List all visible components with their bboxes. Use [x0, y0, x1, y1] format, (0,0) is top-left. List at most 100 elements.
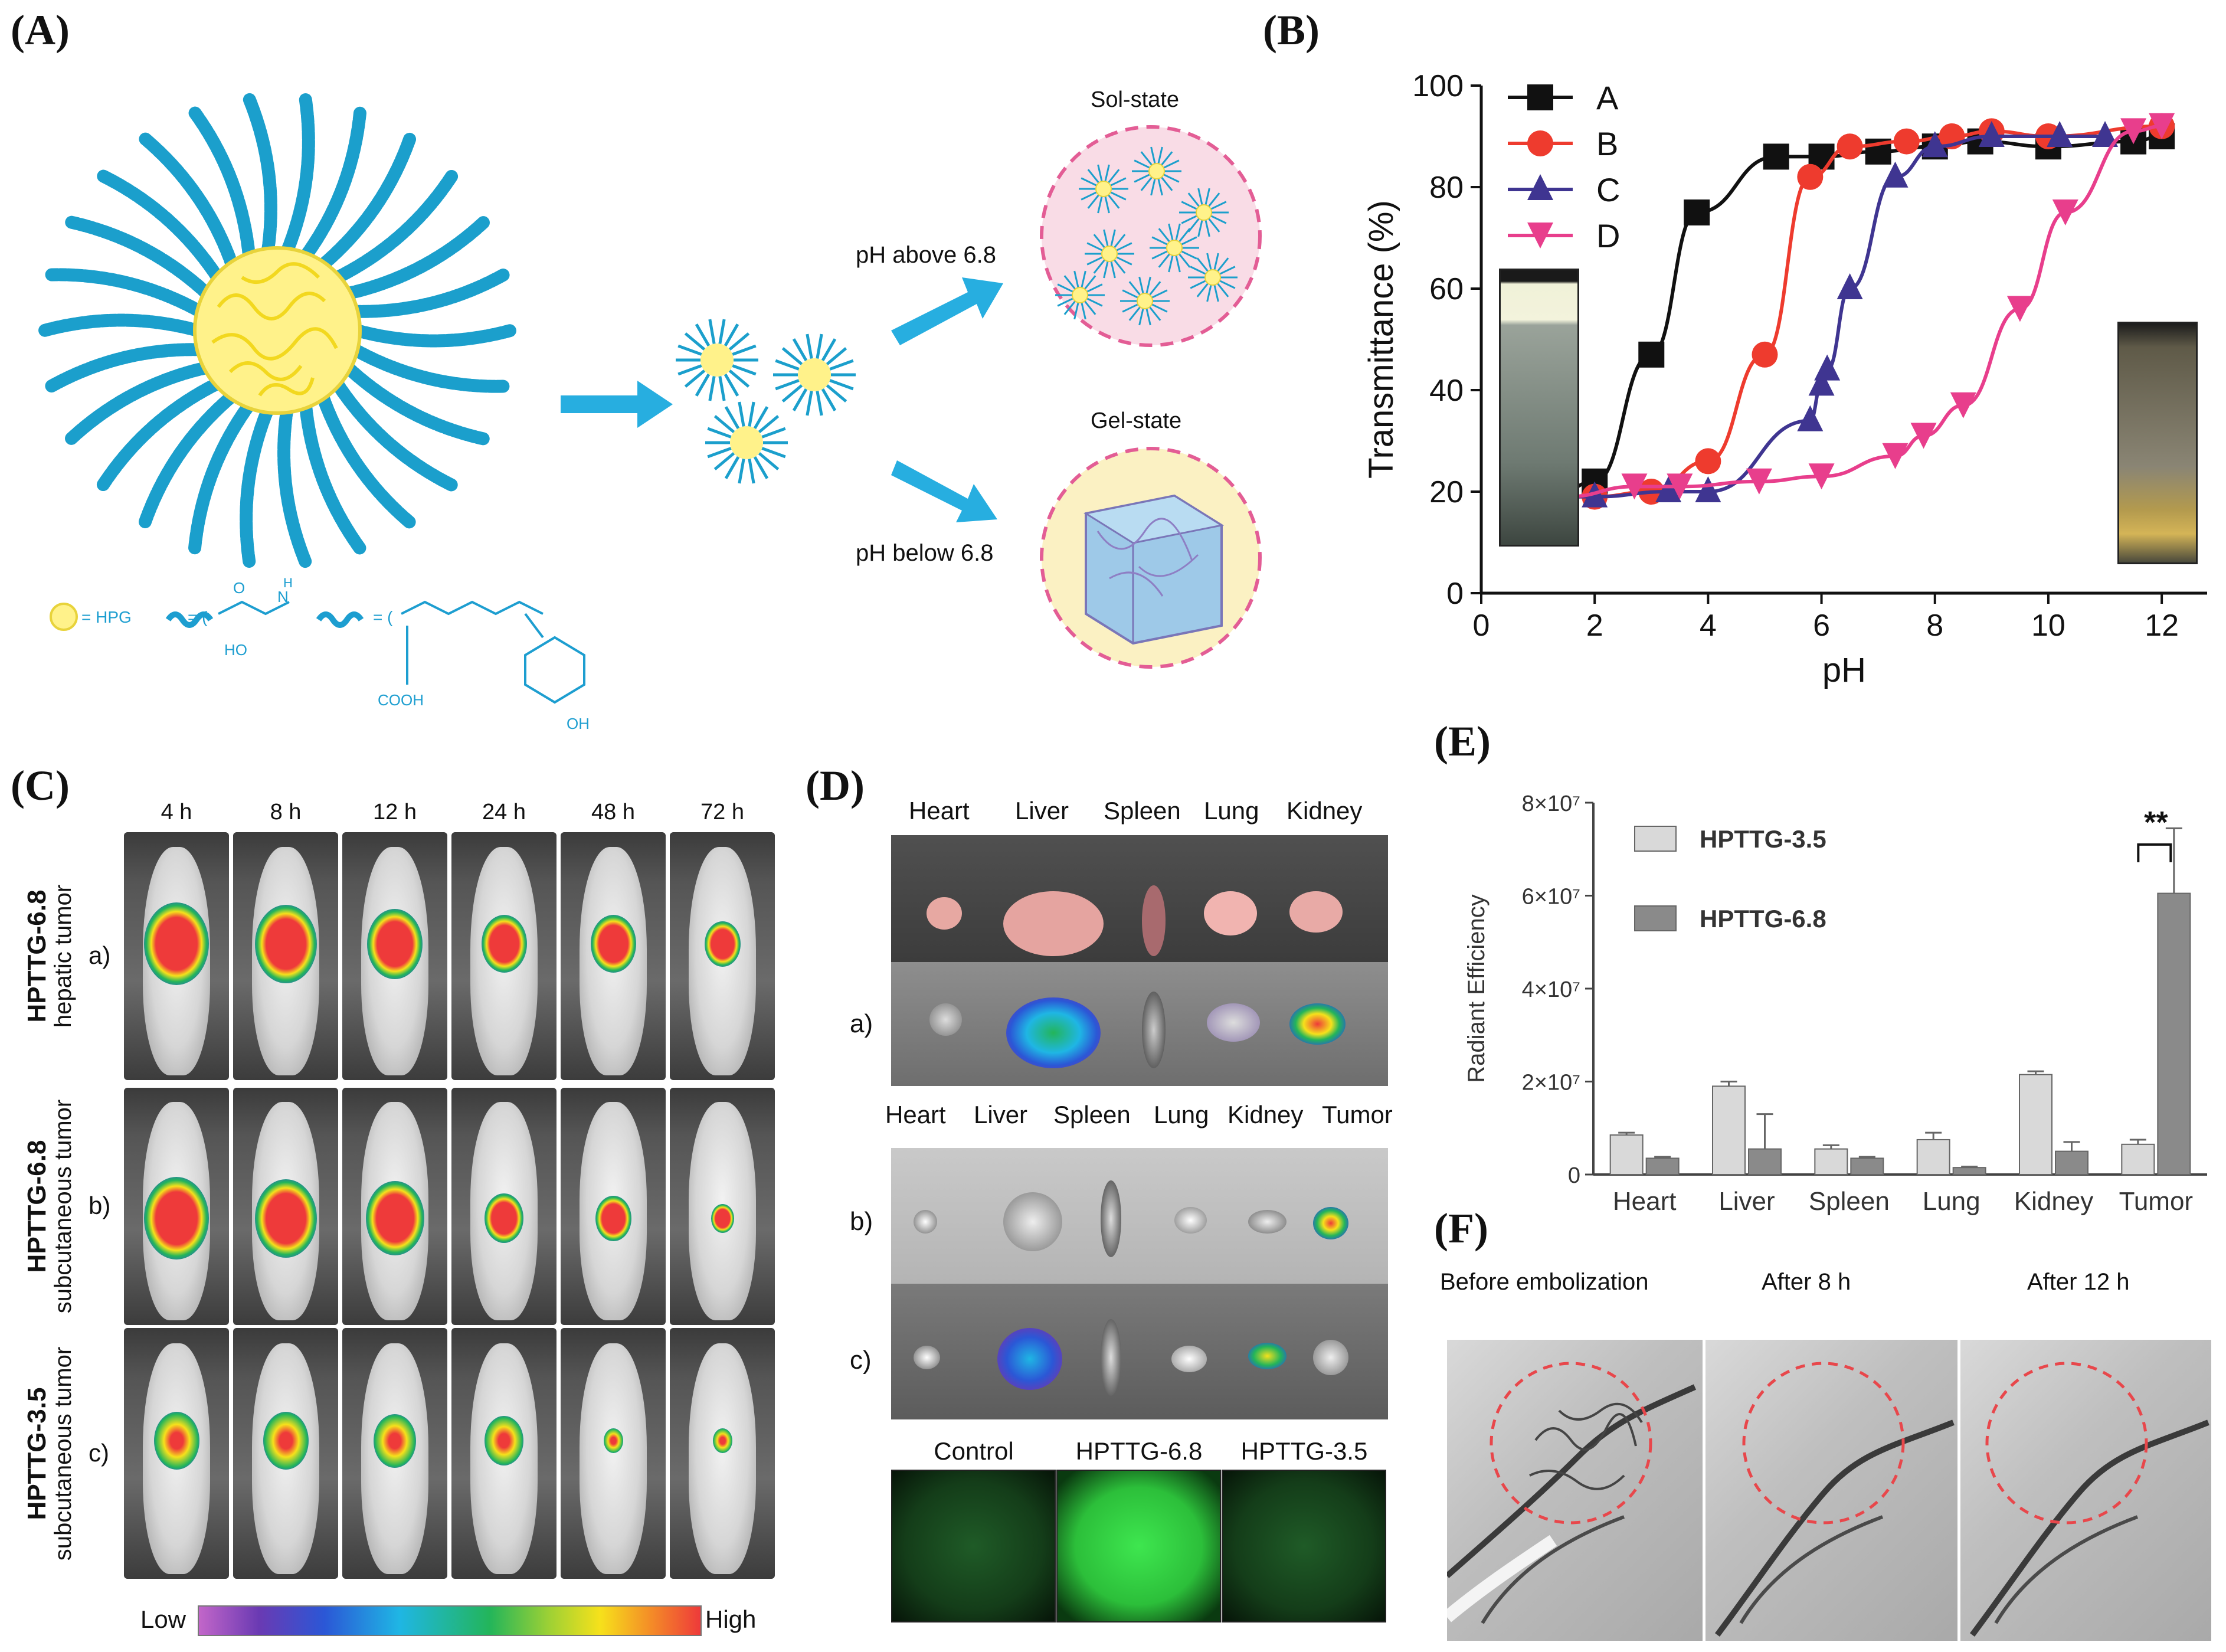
data-point	[1797, 405, 1824, 431]
svg-text:HO: HO	[224, 641, 247, 659]
svg-text:H: H	[283, 575, 293, 590]
fluorescence-tissue-image	[1056, 1470, 1221, 1622]
angiography-caption: After 12 h	[2027, 1269, 2130, 1295]
fluorescence-signal	[263, 1412, 309, 1470]
data-point	[1684, 199, 1710, 225]
row-letter: b)	[850, 1207, 873, 1236]
fluorescence-signal	[254, 1179, 317, 1258]
series-C	[1536, 121, 2119, 508]
x-tick-label: 6	[1813, 609, 1830, 643]
row-group-label: HPTTG-6.8 hepatic tumor	[18, 832, 83, 1080]
row-group-label: HPTTG-3.5 subcutaneous tumor	[18, 1328, 83, 1579]
timepoint-label: 48 h	[591, 800, 635, 825]
mouse-image	[124, 1328, 229, 1579]
row-letter: c)	[89, 1438, 109, 1467]
row-name: HPTTG-6.8 subcutaneous tumor	[22, 1100, 76, 1313]
fluorescence-signal	[367, 908, 423, 979]
panel-label-e: (E)	[1434, 718, 1491, 765]
organ-photo-specimen	[1204, 891, 1257, 935]
organ-fluor-specimen	[1248, 1343, 1287, 1369]
panel-label-a: (A)	[11, 6, 70, 54]
y-axis-label: Radiant Efficiency	[1464, 894, 1490, 1082]
mouse-image	[124, 1088, 229, 1325]
data-point	[1621, 473, 1648, 500]
mouse-image	[342, 1088, 447, 1325]
row-tumor-label: subcutaneous tumor	[50, 1346, 76, 1561]
organ-fluor-row-c	[891, 1284, 1388, 1419]
data-point	[1808, 463, 1835, 490]
bar	[2121, 1143, 2155, 1175]
data-point	[1797, 163, 1824, 190]
organ-fluor-specimen	[1289, 1003, 1346, 1045]
mouse-image	[233, 1088, 338, 1325]
mouse-image	[670, 1328, 775, 1579]
bar	[1645, 1157, 1680, 1175]
legend-entry: HPTTG-6.8	[1634, 905, 1826, 933]
organ-label-bottom: Kidney	[1227, 1101, 1304, 1128]
radiant-efficiency-chart: 0 2×10⁷ 4×10⁷ 6×10⁷ 8×10⁷ Radiant Efficiency H…	[1464, 791, 2207, 1216]
gel-state-label: Gel-state	[1091, 408, 1182, 433]
angiography-caption: After 8 h	[1762, 1269, 1851, 1295]
organ-label-top: Heart	[909, 797, 970, 825]
data-point	[1921, 131, 1948, 158]
scale-high-label: High	[705, 1605, 757, 1633]
svg-text:COOH: COOH	[378, 691, 424, 709]
organ-fluor-specimen	[1313, 1340, 1348, 1375]
organ-label-bottom: Tumor	[1322, 1101, 1393, 1128]
data-point	[2092, 121, 2119, 147]
fluorescence-signal	[603, 1428, 623, 1454]
bar	[1850, 1157, 1884, 1175]
x-tick-label: 12	[2145, 609, 2179, 643]
organ-photo-specimen	[1142, 885, 1166, 956]
svg-text:N: N	[277, 588, 289, 606]
y-tick-label: 0	[1446, 577, 1464, 611]
bar	[1712, 1085, 1746, 1175]
data-point	[1763, 143, 1789, 170]
mouse-image	[670, 832, 775, 1080]
fluorescence-signal	[144, 902, 209, 985]
organ-fluor-specimen	[1006, 997, 1101, 1068]
x-tick-label: 8	[1926, 609, 1943, 643]
mouse-image	[561, 1088, 666, 1325]
panel-label-d: (D)	[806, 762, 865, 809]
mouse-image	[233, 832, 338, 1080]
row-letter: b)	[89, 1192, 111, 1219]
timepoint-label: 12 h	[373, 800, 417, 825]
fluorescence-signal	[711, 1203, 734, 1233]
timepoint-label: 24 h	[482, 800, 526, 825]
region-of-interest-circle	[1985, 1362, 2148, 1525]
series-A	[1525, 123, 2175, 510]
svg-text:OH: OH	[567, 715, 590, 732]
organ-fluor-specimen	[1313, 1207, 1348, 1239]
fluorescence-signal	[590, 915, 636, 973]
large-micelle-icon	[38, 92, 517, 569]
svg-text:O: O	[233, 579, 245, 597]
data-point	[1746, 468, 1772, 495]
organ-label-bottom: Liver	[974, 1101, 1028, 1128]
svg-text:= (: = (	[373, 608, 393, 626]
legend-entry: A	[1508, 79, 1619, 116]
arrow-right-icon	[561, 381, 673, 428]
y-tick-label: 8×10⁷	[1522, 791, 1580, 816]
legend-entry: C	[1508, 171, 1620, 208]
row-letter: a)	[89, 941, 111, 969]
bar	[1609, 1134, 1644, 1175]
row-compound-label: HPTTG-3.5	[22, 1387, 51, 1520]
data-point	[1882, 161, 1909, 188]
data-point	[2006, 296, 2033, 322]
x-tick-label: 0	[1473, 609, 1490, 643]
small-micelles-icon	[676, 319, 856, 484]
arrow-up-right-icon	[891, 277, 1003, 345]
mouse-image	[451, 1088, 556, 1325]
bar	[1748, 1148, 1782, 1175]
x-tick-label: Lung	[1923, 1187, 1981, 1216]
svg-text:HPTTG-6.8: HPTTG-6.8	[1700, 905, 1826, 933]
organ-photo-specimen	[1003, 891, 1104, 956]
svg-text:HPTTG-3.5: HPTTG-3.5	[1700, 825, 1826, 853]
fluorescence-signal	[374, 1414, 416, 1468]
fluorescence-signal	[481, 915, 527, 973]
ph-above-label: pH above 6.8	[856, 242, 996, 268]
legend-entry: B	[1508, 125, 1618, 162]
panel-label-b: (B)	[1263, 6, 1320, 54]
x-tick-label: 4	[1700, 609, 1717, 643]
